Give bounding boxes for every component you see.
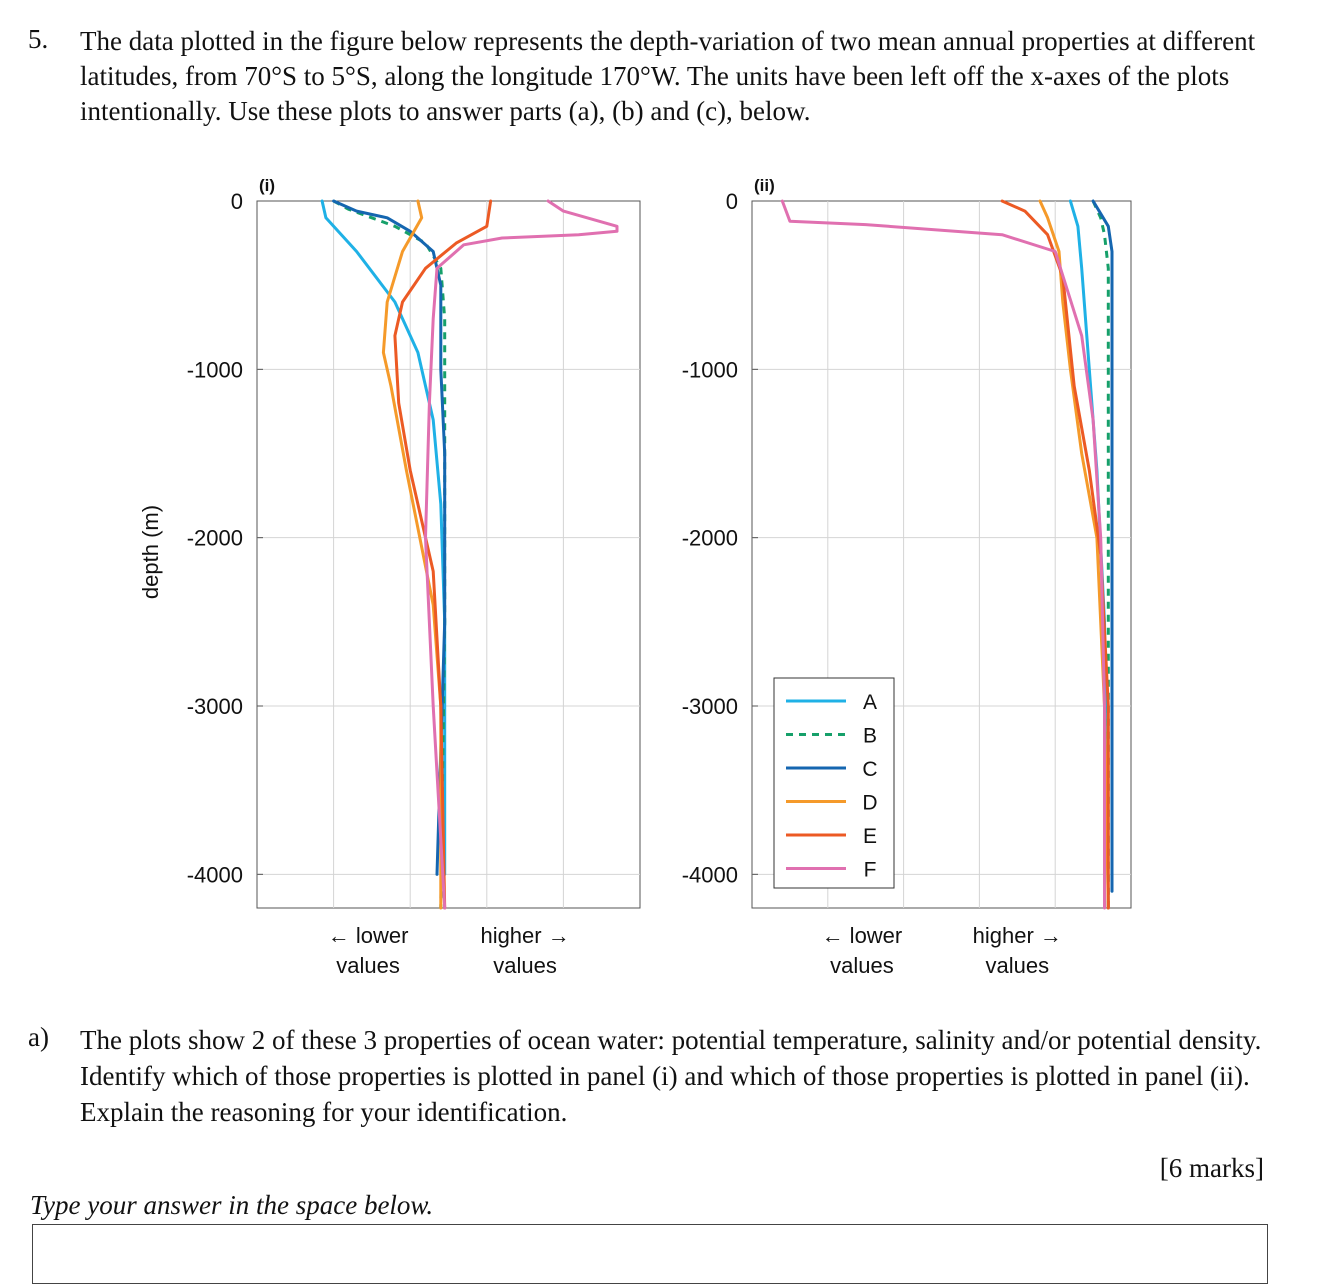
legend-label-e: E: [863, 825, 877, 848]
x-higher-label: values: [493, 953, 557, 978]
panel-label: (ii): [754, 176, 775, 195]
y-tick-label: -3000: [682, 694, 738, 719]
marks-badge: [6 marks]: [1159, 1153, 1264, 1183]
y-tick-label: -4000: [187, 862, 243, 887]
y-tick-label: -1000: [682, 357, 738, 382]
panel-ii: 0 -1000 -2000 -3000 -4000 (ii) ← lower values hi…: [682, 176, 1132, 978]
panel-label: (i): [259, 176, 275, 195]
figure: depth (m) 0 -1000 -2000 -3000 -4000 (i) ← lowe…: [138, 176, 1132, 978]
part-a-text: The plots show 2 of these 3 properties o…: [80, 1025, 1262, 1127]
x-higher-label: higher →: [480, 923, 569, 948]
legend-label-d: D: [862, 792, 877, 815]
x-lower-label: ← lower: [328, 923, 409, 948]
panel-i: 0 -1000 -2000 -3000 -4000 (i) ← lower values hig…: [187, 176, 641, 978]
y-tick-label: 0: [726, 189, 738, 214]
y-tick-label: -1000: [187, 357, 243, 382]
y-tick-label: -2000: [682, 526, 738, 551]
series-line-c: [1091, 199, 1114, 893]
legend-label-b: B: [863, 725, 877, 748]
answer-textbox[interactable]: [32, 1224, 1268, 1284]
x-higher-label: higher →: [973, 923, 1062, 948]
x-lower-label: ← lower: [822, 923, 903, 948]
legend-label-f: F: [864, 859, 877, 882]
legend-label-a: A: [863, 691, 877, 714]
y-tick-label: -4000: [682, 862, 738, 887]
series-line-b: [332, 199, 447, 909]
plot-frame: [256, 200, 641, 909]
x-higher-label: values: [986, 953, 1050, 978]
answer-instruction: Type your answer in the space below.: [30, 1190, 434, 1220]
legend-label-c: C: [862, 758, 877, 781]
question-text: The data plotted in the figure below rep…: [80, 26, 1256, 126]
x-lower-label: values: [830, 953, 894, 978]
y-tick-label: 0: [231, 189, 243, 214]
question-number: 5.: [28, 24, 49, 54]
series-line-e: [393, 199, 493, 910]
series-line-b: [1091, 200, 1110, 908]
y-tick-label: -2000: [187, 526, 243, 551]
series-line-e: [1000, 199, 1110, 910]
series-line-f: [780, 199, 1106, 910]
legend-box: [773, 677, 895, 889]
part-a-label: a): [28, 1022, 49, 1052]
y-tick-label: -3000: [187, 694, 243, 719]
series-line-f: [424, 199, 619, 910]
depth-axis-label: depth (m): [138, 505, 163, 599]
x-lower-label: values: [336, 953, 400, 978]
